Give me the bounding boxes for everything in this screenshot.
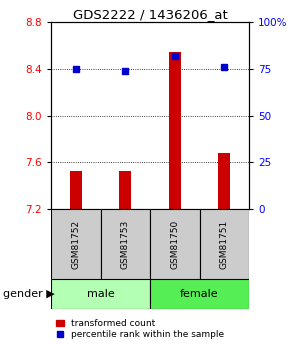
Bar	[70, 171, 82, 209]
Bar	[119, 171, 131, 209]
Bar	[150, 209, 200, 279]
Text: gender ▶: gender ▶	[3, 289, 55, 299]
Text: GSM81751: GSM81751	[220, 219, 229, 269]
Bar	[218, 153, 230, 209]
Title: GDS2222 / 1436206_at: GDS2222 / 1436206_at	[73, 8, 227, 21]
Bar	[169, 51, 181, 209]
Text: female: female	[180, 289, 219, 299]
Legend: transformed count, percentile rank within the sample: transformed count, percentile rank withi…	[56, 319, 224, 339]
Text: GSM81750: GSM81750	[170, 219, 179, 269]
Bar	[51, 209, 100, 279]
Bar	[51, 279, 150, 309]
Text: male: male	[87, 289, 114, 299]
Bar	[100, 209, 150, 279]
Text: GSM81752: GSM81752	[71, 219, 80, 269]
Bar	[150, 279, 249, 309]
Bar	[200, 209, 249, 279]
Text: GSM81753: GSM81753	[121, 219, 130, 269]
